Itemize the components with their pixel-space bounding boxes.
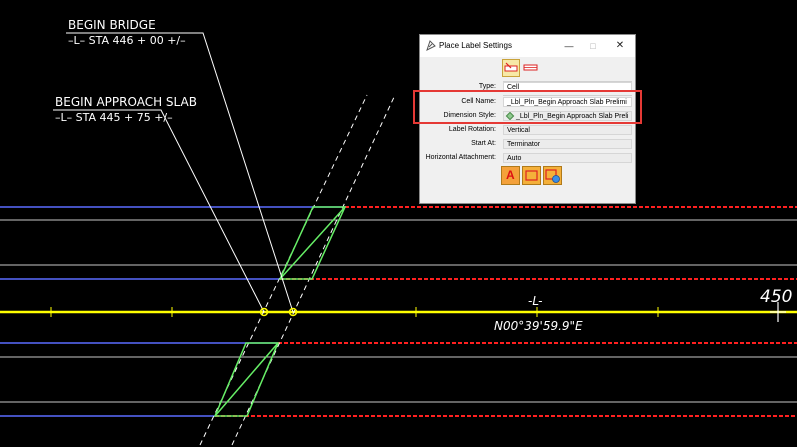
frame-globe-icon[interactable] [543, 166, 562, 185]
label-rotation-label: Label Rotation: [448, 126, 496, 133]
separator [503, 81, 632, 82]
bridge-label-line1: BEGIN BRIDGE [68, 18, 156, 32]
label-rotation-field[interactable]: Vertical [503, 125, 632, 135]
dialog-title: Place Label Settings [439, 41, 512, 50]
leader-line-bridge [66, 32, 294, 313]
dimension-style-label: Dimension Style: [443, 112, 496, 119]
type-label: Type: [478, 83, 496, 90]
label-alt-icon[interactable] [522, 59, 540, 77]
horizontal-attachment-field[interactable]: Auto [503, 153, 632, 163]
approach-slab-lower-diagonal [214, 342, 279, 417]
alignment-label: -L- [528, 294, 542, 308]
station-label: 450 [760, 287, 792, 307]
bridge-label-line2: –L– STA 446 + 00 +/– [68, 34, 186, 47]
dimension-style-field[interactable]: _Lbl_Pln_Begin Approach Slab Preli [503, 111, 632, 121]
terminator-bridge [288, 307, 298, 317]
label-tool-icon [426, 40, 436, 51]
text-a-icon[interactable]: A [501, 166, 520, 185]
cell-name-label: Cell Name: [461, 98, 496, 105]
place-label-settings-dialog[interactable]: Place Label Settings — □ ✕ Type: Cell [419, 34, 636, 204]
approach-slab-upper-diagonal [279, 206, 346, 280]
cell-name-field[interactable]: _Lbl_Pln_Begin Approach Slab Prelimi [503, 97, 632, 107]
approach-label-line1: BEGIN APPROACH SLAB [55, 95, 197, 109]
minimize-button[interactable]: — [564, 41, 574, 51]
maximize-button[interactable]: □ [590, 41, 596, 51]
separator [503, 95, 632, 96]
centerline-ticks [50, 307, 659, 317]
place-label-icon[interactable] [502, 59, 520, 77]
start-at-field[interactable]: Terminator [503, 139, 632, 149]
start-at-label: Start At: [471, 140, 496, 147]
horizontal-attachment-label: Horizontal Attachment: [425, 154, 496, 161]
approach-slab-lower [213, 342, 280, 417]
approach-label-line2: –L– STA 445 + 75 +/– [55, 111, 173, 124]
dimension-style-value: _Lbl_Pln_Begin Approach Slab Preli [516, 113, 629, 120]
terminator-approach [259, 307, 269, 317]
leader-line-approach [53, 109, 265, 313]
highlight-annotation [413, 90, 642, 124]
frame-icon[interactable] [522, 166, 541, 185]
approach-slab-upper [278, 206, 347, 280]
dialog-titlebar[interactable]: Place Label Settings — □ ✕ [420, 35, 635, 57]
close-button[interactable]: ✕ [615, 40, 625, 51]
station-tick-450 [770, 302, 786, 322]
bearing-label: N00°39'59.9"E [494, 319, 583, 333]
